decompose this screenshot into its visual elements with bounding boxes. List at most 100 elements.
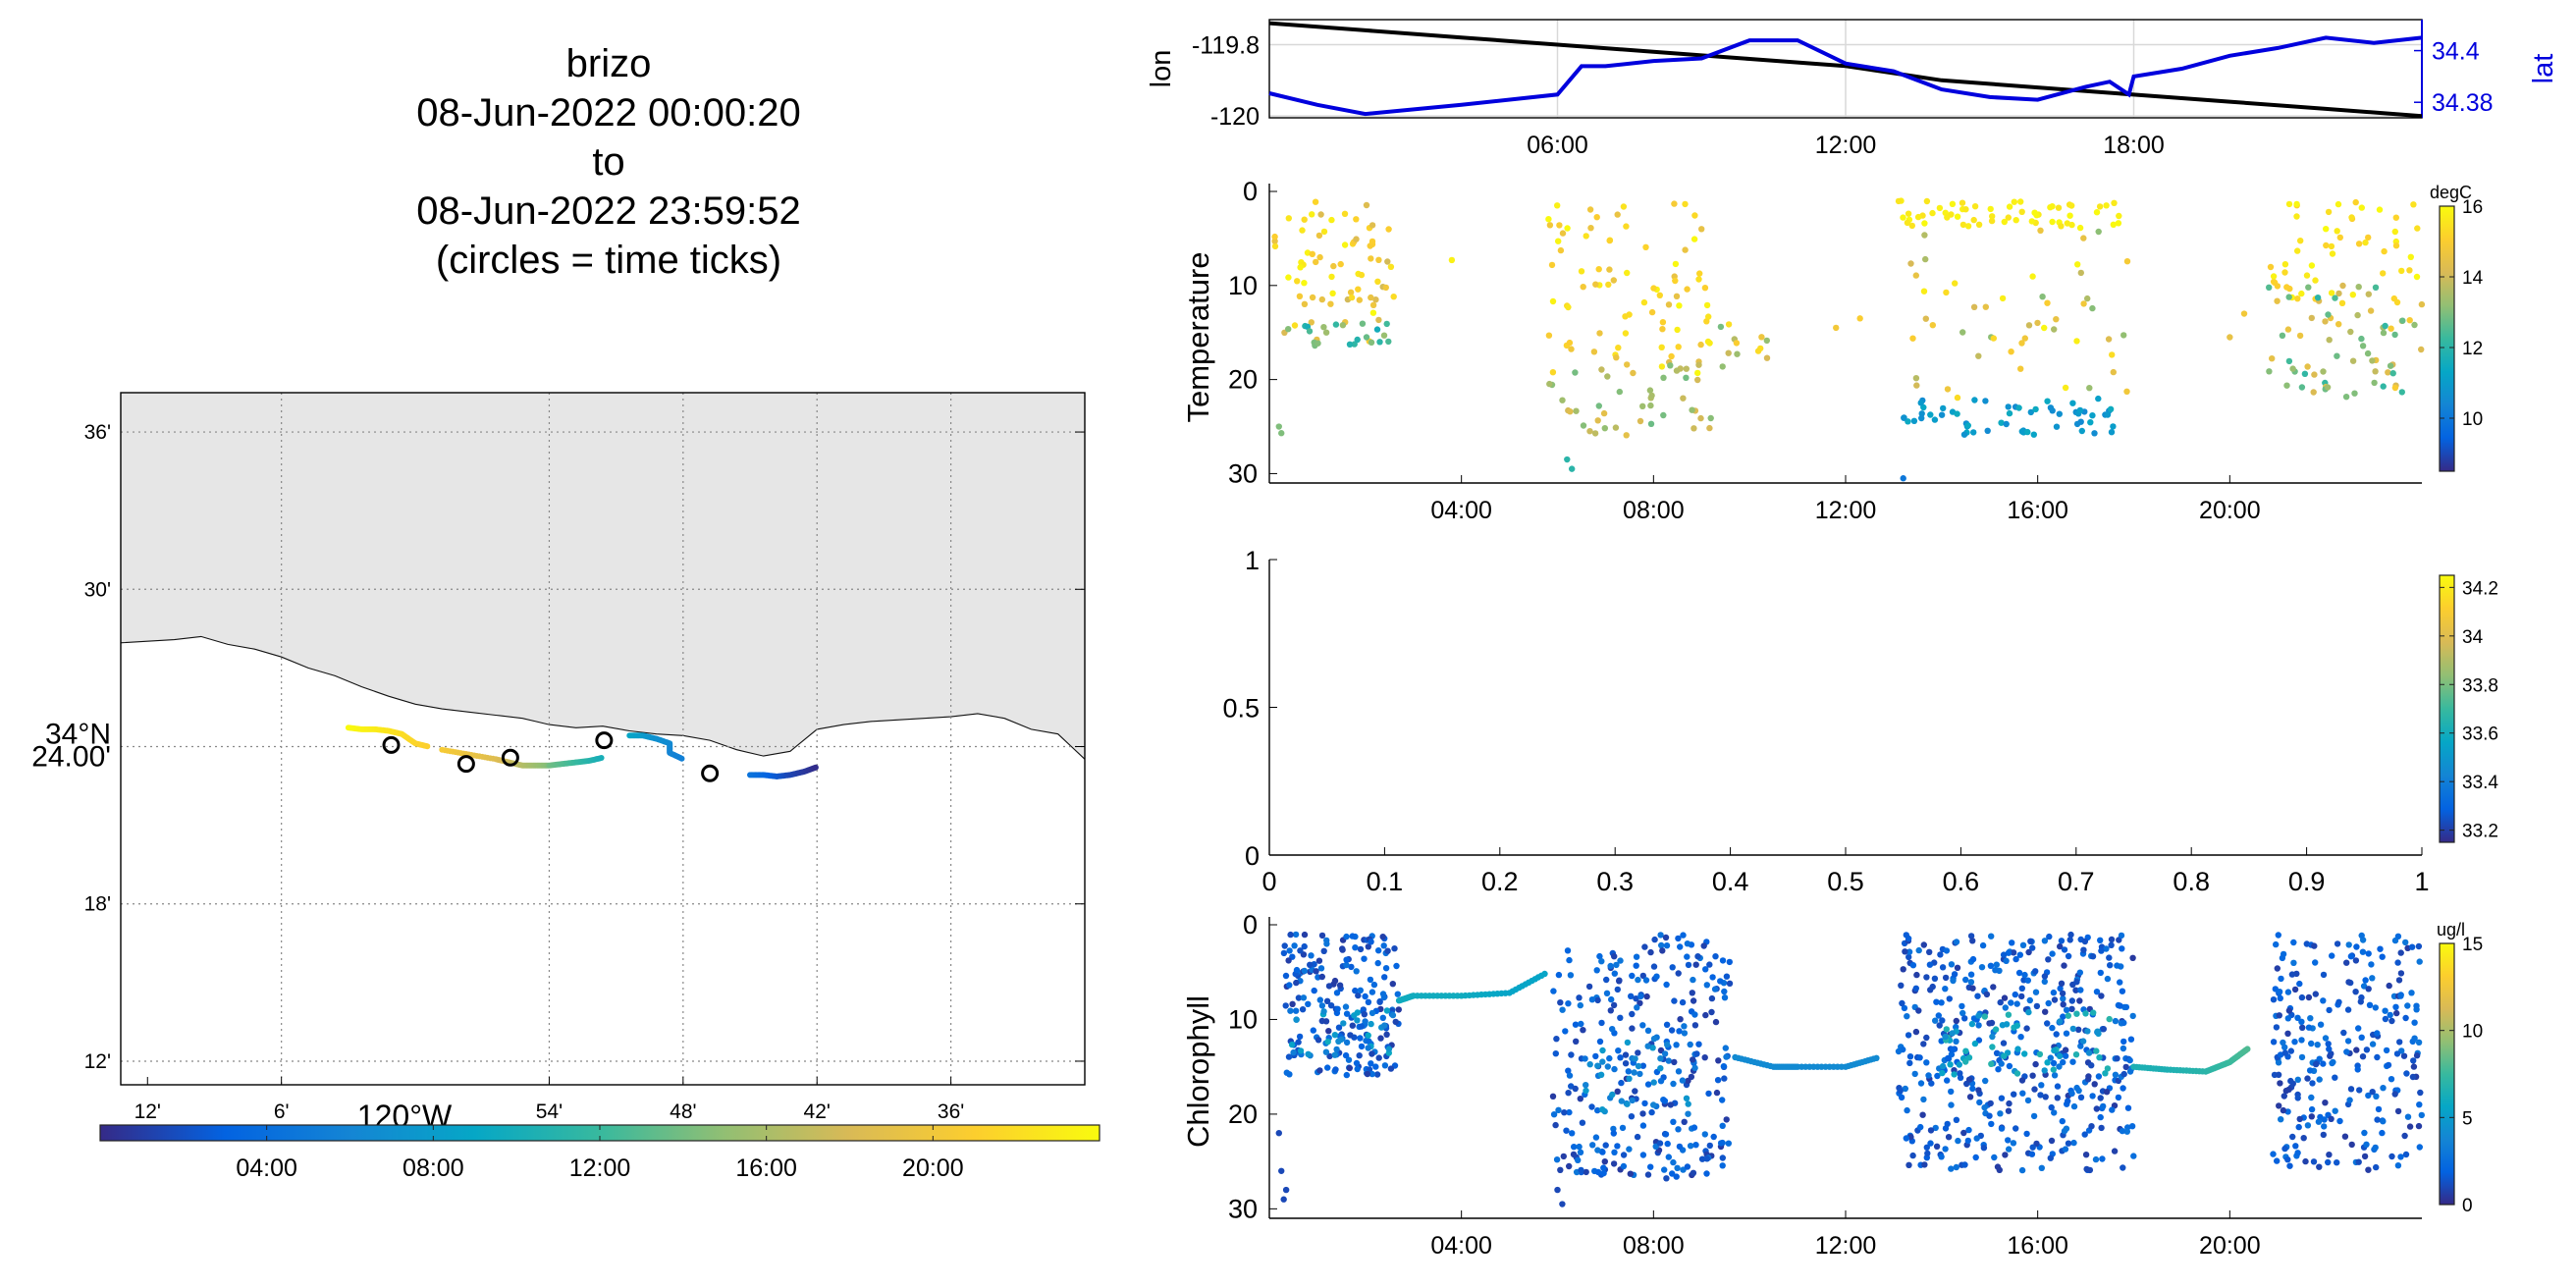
data-point bbox=[2385, 1061, 2392, 1069]
data-point bbox=[1648, 308, 1656, 316]
data-point bbox=[2372, 368, 2379, 375]
data-point bbox=[1644, 1043, 1651, 1049]
data-point bbox=[1933, 998, 1940, 1005]
data-point bbox=[2321, 1116, 2328, 1123]
data-point bbox=[2382, 322, 2388, 330]
data-point bbox=[1549, 297, 1557, 305]
data-point bbox=[1322, 1018, 1330, 1025]
data-point bbox=[1928, 1080, 1935, 1087]
data-point bbox=[1905, 1161, 1912, 1169]
data-point bbox=[1907, 260, 1914, 267]
data-point bbox=[1568, 346, 1575, 352]
data-point bbox=[1668, 1027, 1676, 1034]
data-point bbox=[1290, 1048, 1297, 1056]
data-point bbox=[1618, 1098, 1626, 1104]
data-point bbox=[1339, 322, 1347, 329]
data-point bbox=[1679, 1077, 1687, 1084]
data-point bbox=[2364, 349, 2372, 357]
data-point bbox=[2006, 1100, 2012, 1107]
data-point bbox=[2054, 1095, 2061, 1101]
data-point bbox=[2281, 1044, 2288, 1051]
data-point bbox=[2411, 1019, 2418, 1026]
data-point bbox=[1719, 1122, 1726, 1130]
data-point bbox=[1370, 981, 1378, 989]
data-point bbox=[1989, 213, 1996, 220]
data-point bbox=[2356, 1087, 2363, 1094]
data-point bbox=[1692, 961, 1699, 968]
data-point bbox=[2037, 1092, 2044, 1099]
data-point bbox=[1618, 1079, 1625, 1087]
data-point bbox=[1704, 338, 1712, 346]
data-point bbox=[1690, 1056, 1696, 1063]
data-point bbox=[1944, 386, 1952, 393]
data-point bbox=[1895, 197, 1903, 205]
data-point bbox=[1679, 998, 1687, 1006]
data-point bbox=[2363, 1141, 2370, 1149]
data-point bbox=[1961, 1015, 1968, 1022]
data-point bbox=[1639, 1022, 1646, 1029]
data-point bbox=[2358, 1034, 2365, 1042]
map-x-tick-label: 54' bbox=[536, 1100, 563, 1123]
data-point bbox=[1594, 417, 1601, 424]
data-point bbox=[1374, 959, 1381, 967]
data-point bbox=[1560, 1153, 1568, 1160]
data-point bbox=[1734, 350, 1741, 357]
data-point bbox=[1629, 1010, 1636, 1018]
data-point bbox=[2380, 1118, 2387, 1125]
data-point bbox=[2117, 1002, 2123, 1009]
data-point bbox=[1282, 1186, 1290, 1194]
data-point bbox=[1927, 1140, 1934, 1147]
y-tick-label: 10 bbox=[1228, 271, 1258, 300]
data-point bbox=[1690, 997, 1697, 1004]
data-point bbox=[1720, 1063, 1728, 1070]
data-point bbox=[2286, 1162, 2293, 1169]
map-y-major-label: 34°N bbox=[45, 719, 111, 751]
data-point bbox=[1665, 1154, 1673, 1160]
data-point bbox=[2034, 319, 2041, 327]
x-tick-label: 0.5 bbox=[1827, 867, 1864, 896]
data-point bbox=[1708, 1008, 1715, 1016]
data-point bbox=[1954, 410, 1960, 417]
data-point bbox=[1944, 214, 1951, 221]
data-point bbox=[2118, 932, 2125, 939]
data-point bbox=[2320, 1131, 2327, 1139]
data-point bbox=[2413, 1052, 2421, 1059]
data-point bbox=[1283, 1069, 1291, 1076]
data-point bbox=[1703, 1155, 1711, 1162]
data-point bbox=[2005, 1011, 2012, 1018]
data-point bbox=[1633, 995, 1639, 1002]
data-point bbox=[2328, 1115, 2334, 1123]
data-point bbox=[2070, 1102, 2078, 1110]
data-point bbox=[2091, 430, 2098, 437]
data-point bbox=[2388, 325, 2394, 332]
data-point bbox=[2110, 221, 2117, 228]
data-point bbox=[2123, 258, 2131, 265]
data-point bbox=[2103, 202, 2110, 209]
data-point bbox=[1647, 1163, 1654, 1170]
data-point bbox=[2097, 1113, 2104, 1121]
data-point bbox=[1623, 432, 1630, 439]
data-point bbox=[1583, 1168, 1589, 1176]
data-point bbox=[2344, 1038, 2352, 1045]
data-point bbox=[2045, 956, 2052, 963]
data-point bbox=[2369, 357, 2376, 364]
data-point bbox=[1355, 992, 1362, 999]
data-point bbox=[1670, 1080, 1677, 1088]
data-point bbox=[1981, 1104, 1988, 1111]
x-tick-label: 16:00 bbox=[2007, 1232, 2068, 1260]
data-point bbox=[2315, 1118, 2323, 1125]
data-point bbox=[2348, 1141, 2355, 1149]
data-point bbox=[2397, 1154, 2404, 1160]
data-point bbox=[1389, 1011, 1397, 1019]
data-point bbox=[1671, 997, 1678, 1004]
data-point bbox=[1354, 1017, 1361, 1024]
x-tick-label: 06:00 bbox=[1527, 132, 1588, 159]
data-point bbox=[1967, 971, 1975, 978]
data-point bbox=[1657, 1078, 1665, 1085]
data-point bbox=[1607, 962, 1614, 970]
data-point bbox=[1758, 334, 1765, 341]
data-point bbox=[2308, 1113, 2315, 1120]
data-point bbox=[1647, 948, 1654, 956]
data-point bbox=[1946, 995, 1954, 1002]
